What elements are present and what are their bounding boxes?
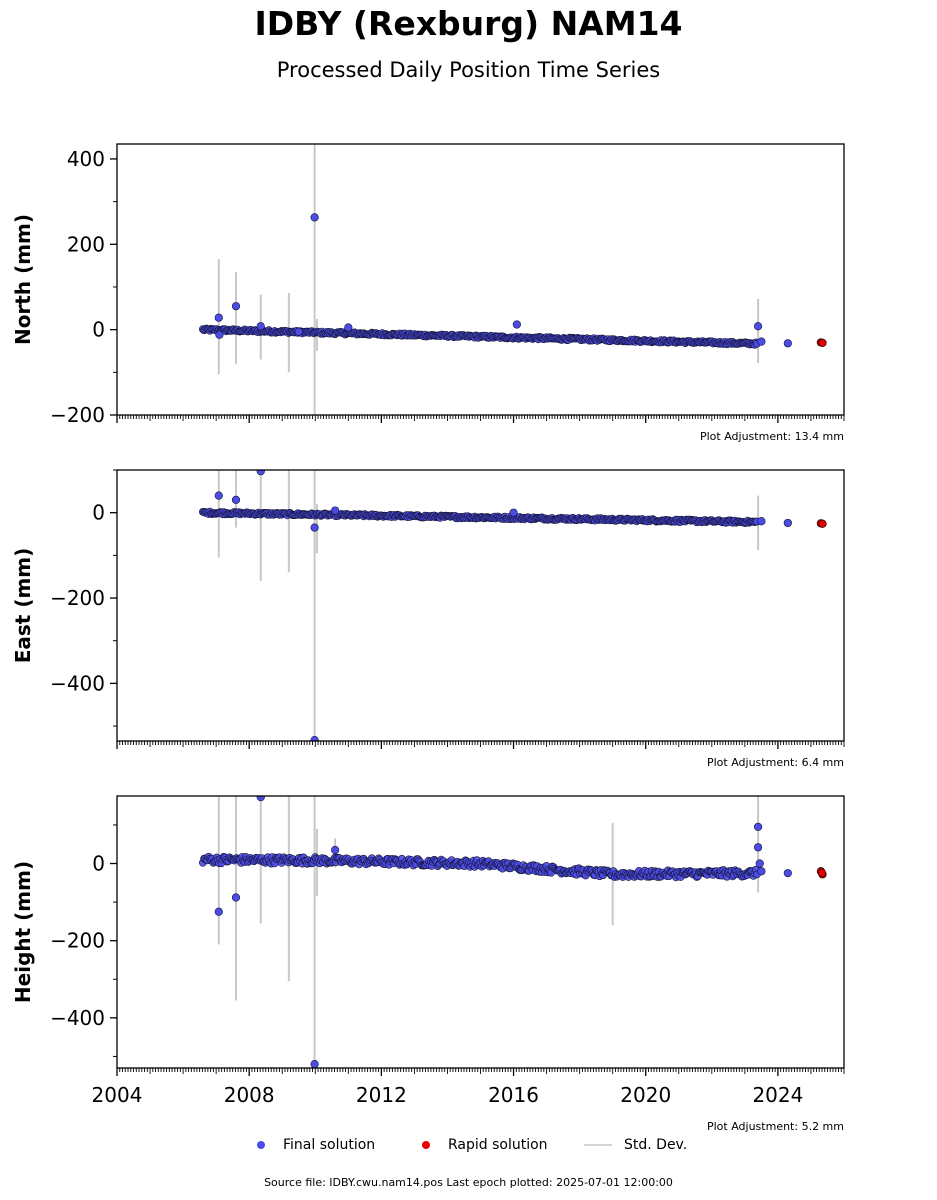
rapid-point [817,868,826,877]
final-point [310,1060,319,1068]
plot-area [198,470,827,741]
final-point [753,322,763,331]
final-point [310,736,319,741]
y-tick-label: 0 [92,852,105,876]
panel-2: −400 −200 0 East (mm) Plot Adjustment: 6.4 m… [11,469,845,769]
final-solution-series [198,324,761,349]
legend-rapid-label: Rapid solution [448,1137,548,1153]
legend: Final solution Rapid solution Std. Dev. [0,1137,937,1159]
y-tick-label: −200 [50,403,105,427]
axes-frame [116,795,845,1069]
x-tick-label: 2020 [620,1083,671,1107]
y-tick-label: −400 [50,671,105,695]
legend-final: Final solution [257,1137,375,1153]
y-tick-label: −200 [50,929,105,953]
plot-area [198,796,827,1068]
axes-frame [116,143,845,416]
y-axis-label: East (mm) [11,548,35,664]
final-point [755,859,764,868]
final-point [231,302,241,311]
y-tick-label: −200 [50,586,105,610]
chart-subtitle: Processed Daily Position Time Series [276,58,661,82]
x-tick-label: 2012 [356,1083,407,1107]
final-point [783,518,792,528]
chart-title: IDBY (Rexburg) NAM14 [254,4,683,43]
panel-3: −400 −200 0 2004 2008 2012 2016 2020 2024 Height … [11,795,845,1133]
legend-std: Std. Dev. [584,1137,687,1153]
final-point [215,330,224,339]
legend-rapid: Rapid solution [422,1137,548,1153]
final-solution-series [198,852,761,882]
final-point [509,508,518,517]
final-point [256,470,265,476]
y-tick-label: 0 [92,318,105,342]
y-axis-label: Height (mm) [11,861,35,1003]
x-tick-label: 2024 [752,1083,803,1107]
final-point [783,869,792,878]
rapid-point [818,519,827,528]
plot-adjustment-note: Plot Adjustment: 13.4 mm [700,430,844,443]
rapid-marker-icon [422,1141,430,1149]
final-point [757,867,766,876]
final-point [214,907,223,916]
y-tick-label: 400 [67,147,105,171]
final-point [256,322,265,331]
plot-adjustment-note: Plot Adjustment: 6.4 mm [707,756,844,769]
x-tick-label: 2008 [224,1083,275,1107]
y-tick-label: 0 [92,501,105,525]
final-point [256,796,265,802]
final-solution-series [198,507,761,527]
y-tick-label: −400 [50,1006,105,1030]
legend-final-label: Final solution [283,1137,376,1153]
y-axis-label: North (mm) [11,214,35,345]
source-note: Source file: IDBY.cwu.nam14.pos Last epo… [264,1176,673,1189]
final-point [310,523,319,532]
legend-std-label: Std. Dev. [624,1137,688,1153]
plot-adjustment-note: Plot Adjustment: 5.2 mm [707,1120,844,1133]
final-point [783,339,792,348]
final-point [331,845,340,855]
final-point [331,506,340,515]
x-tick-label: 2016 [488,1083,539,1107]
final-point [310,213,319,222]
final-point [753,843,763,852]
final-point [214,491,223,500]
final-point [294,327,303,336]
panel-1: −200 0 200 400 North (mm) Plot Adjustment: 13… [11,143,845,443]
y-tick-label: 200 [67,232,105,256]
final-point [757,337,766,346]
final-point [231,893,241,902]
final-point [757,517,766,526]
final-point [231,495,241,504]
x-tick-label: 2004 [92,1083,143,1107]
plot-area [198,144,827,415]
final-point [753,822,763,831]
final-marker-icon [257,1141,265,1149]
std-line-icon [584,1144,612,1146]
final-point [214,313,223,322]
final-point [344,323,353,332]
final-point [512,320,521,329]
rapid-point [818,338,827,347]
